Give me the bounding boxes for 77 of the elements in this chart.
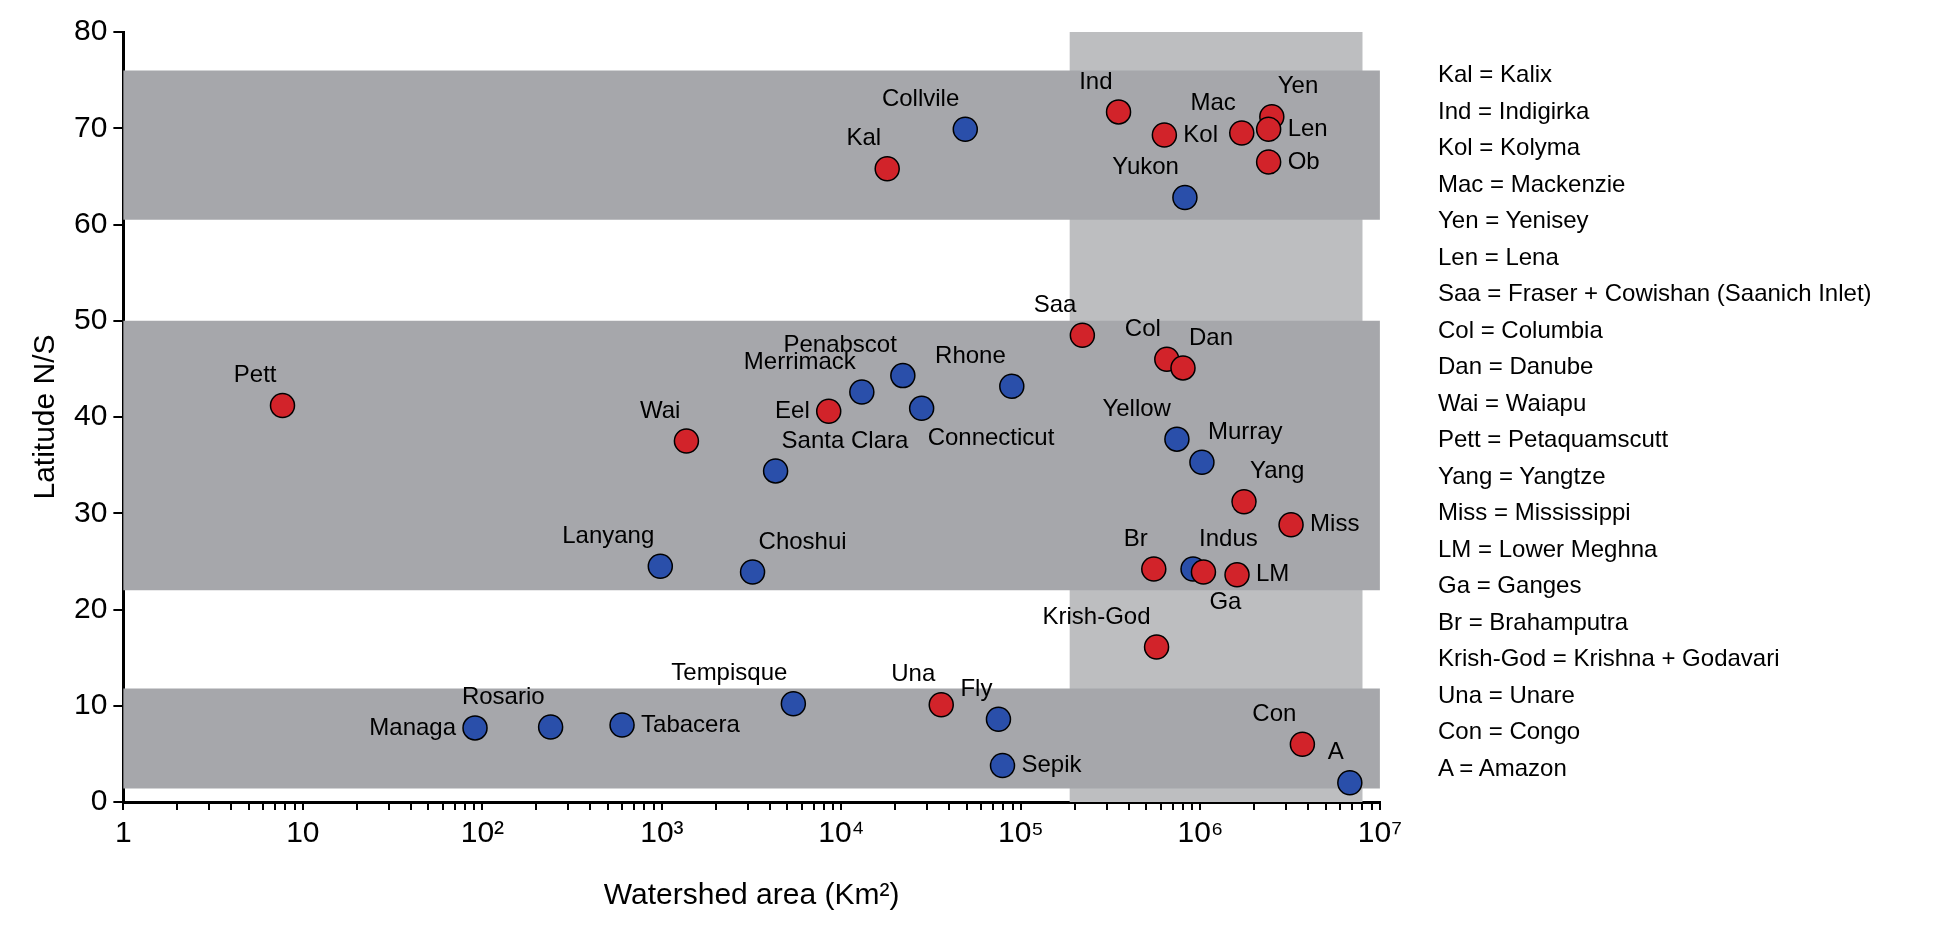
x-tick-label: 10⁷ <box>1357 815 1403 849</box>
x-axis-title: Watershed area (Km²) <box>603 877 900 911</box>
y-tick-label: 70 <box>73 109 108 143</box>
annotation: Yellow <box>1102 393 1172 421</box>
annotation: Dan <box>1188 322 1234 350</box>
annotation: Rhone <box>935 340 1006 368</box>
text: Br = Brahamputra <box>1438 606 1630 637</box>
annotation: Fly <box>960 673 993 701</box>
text: Krish-God = Krishna + Godavari <box>1438 643 1781 673</box>
text: Yang = Yangtze <box>1438 460 1607 491</box>
annotation: Kol <box>1183 119 1219 147</box>
annotation: Santa Clara <box>781 425 909 453</box>
x-tick-label: 10² <box>460 815 505 849</box>
y-tick-label: 20 <box>73 590 108 624</box>
annotation: Managa <box>369 712 457 740</box>
annotation: Ob <box>1287 146 1320 174</box>
text: A = Amazon <box>1438 752 1568 783</box>
text: Miss = Mississippi <box>1438 497 1632 527</box>
annotation: Yen <box>1277 71 1319 99</box>
annotation: A <box>1327 737 1344 765</box>
annotation: Wai <box>639 395 681 423</box>
text: Con = Congo <box>1438 716 1582 746</box>
y-tick-label: 50 <box>73 302 108 336</box>
annotation: Kal <box>846 123 882 151</box>
annotation: Col <box>1124 313 1161 341</box>
annotation: Yang <box>1250 456 1305 484</box>
annotation: Yukon <box>1112 152 1179 180</box>
annotation: Collvile <box>881 83 960 111</box>
annotation: Tempisque <box>671 658 788 686</box>
annotation: Ga <box>1209 586 1243 614</box>
text: Ga = Ganges <box>1438 570 1583 600</box>
text: Col = Columbia <box>1438 314 1604 345</box>
annotation: Indus <box>1199 523 1258 551</box>
y-axis-title: Latitude N/S <box>27 334 61 500</box>
text: Kal = Kalix <box>1438 59 1554 89</box>
text: Pett = Petaquamscutt <box>1438 424 1670 454</box>
annotation: Mac <box>1190 87 1236 115</box>
y-tick-label: 30 <box>73 494 108 528</box>
annotation: Ind <box>1079 66 1113 94</box>
annotation: Murray <box>1207 416 1283 444</box>
text: Una = Unare <box>1438 679 1576 710</box>
annotation: Saa <box>1033 289 1077 317</box>
annotation: Pett <box>233 360 277 388</box>
y-tick-label: 80 <box>73 13 108 47</box>
annotation: LM <box>1256 559 1290 587</box>
annotation: Choshui <box>758 526 847 554</box>
annotation: Con <box>1252 698 1297 726</box>
x-tick-label: 10⁴ <box>818 815 865 849</box>
text: Mac = Mackenzie <box>1438 168 1627 199</box>
y-tick-label: 0 <box>90 783 108 817</box>
x-tick-label: 10³ <box>640 815 684 849</box>
text: Len = Lena <box>1438 241 1560 272</box>
annotation: Una <box>891 659 936 687</box>
y-tick-label: 10 <box>73 687 108 721</box>
annotation: Miss <box>1310 509 1360 537</box>
text: LM = Lower Meghna <box>1438 533 1659 564</box>
annotation: Lanyang <box>562 520 655 548</box>
text: Dan = Danube <box>1438 351 1595 381</box>
annotation: Krish-God <box>1042 601 1151 629</box>
text: Saa = Fraser + Cowishan (Saanich Inlet) <box>1438 278 1872 308</box>
x-tick-label: 10⁶ <box>1177 815 1224 849</box>
x-tick-label: 1 <box>115 815 132 849</box>
annotation: Connecticut <box>927 422 1055 450</box>
text: Kol = Kolyma <box>1438 132 1582 162</box>
annotation: Rosario <box>461 681 545 709</box>
annotation: Sepik <box>1021 750 1083 778</box>
x-tick-label: 10 <box>286 815 320 849</box>
x-tick-label: 10⁵ <box>997 815 1044 849</box>
y-tick-label: 40 <box>73 398 108 432</box>
text: Yen = Yenisey <box>1438 205 1590 235</box>
annotation: Tabacera <box>641 709 741 737</box>
annotation: Len <box>1287 113 1328 141</box>
text: Wai = Waiapu <box>1438 387 1588 418</box>
annotation: Eel <box>775 395 810 423</box>
text: Ind = Indigirka <box>1438 95 1591 126</box>
annotation: Br <box>1123 523 1148 551</box>
y-tick-label: 60 <box>73 205 108 239</box>
